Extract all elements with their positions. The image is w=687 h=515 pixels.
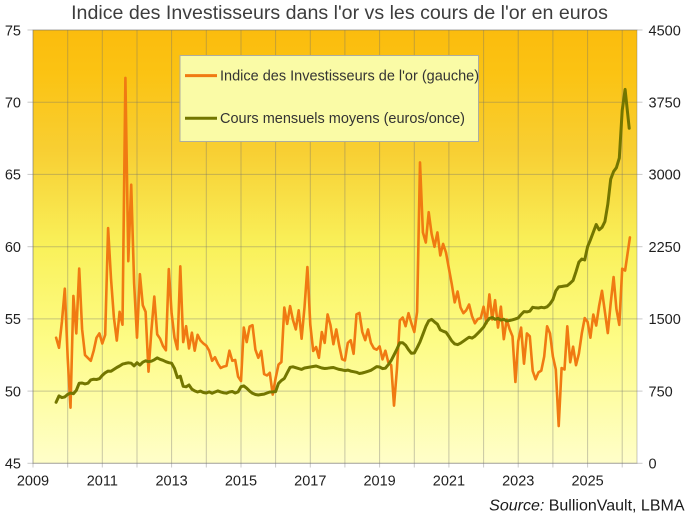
svg-text:65: 65 — [5, 168, 21, 184]
svg-text:Cours mensuels moyens (euros/o: Cours mensuels moyens (euros/once) — [220, 111, 465, 127]
svg-text:60: 60 — [5, 240, 21, 256]
svg-text:75: 75 — [5, 23, 21, 39]
svg-text:50: 50 — [5, 384, 21, 400]
svg-text:0: 0 — [649, 457, 657, 473]
svg-text:3750: 3750 — [649, 96, 681, 112]
svg-text:2011: 2011 — [87, 474, 118, 490]
svg-text:2017: 2017 — [294, 474, 326, 490]
svg-text:750: 750 — [649, 384, 673, 400]
svg-text:2015: 2015 — [225, 474, 257, 490]
svg-text:45: 45 — [5, 457, 21, 473]
svg-text:2250: 2250 — [649, 240, 681, 256]
svg-text:2013: 2013 — [155, 474, 187, 490]
svg-text:4500: 4500 — [649, 23, 681, 39]
svg-text:Source: BullionVault, LBMA: Source: BullionVault, LBMA — [489, 498, 685, 515]
svg-text:55: 55 — [5, 312, 21, 328]
svg-text:Indice des Investisseurs de l': Indice des Investisseurs de l'or (gauche… — [220, 69, 479, 85]
svg-text:2023: 2023 — [502, 474, 534, 490]
svg-text:70: 70 — [5, 96, 21, 112]
svg-text:2019: 2019 — [363, 474, 395, 490]
svg-text:2021: 2021 — [433, 474, 465, 490]
svg-text:2009: 2009 — [17, 474, 49, 490]
svg-text:3000: 3000 — [649, 168, 681, 184]
svg-text:1500: 1500 — [649, 312, 681, 328]
svg-text:Indice des Investisseurs dans: Indice des Investisseurs dans l'or vs le… — [71, 2, 608, 24]
svg-text:2025: 2025 — [571, 474, 603, 490]
